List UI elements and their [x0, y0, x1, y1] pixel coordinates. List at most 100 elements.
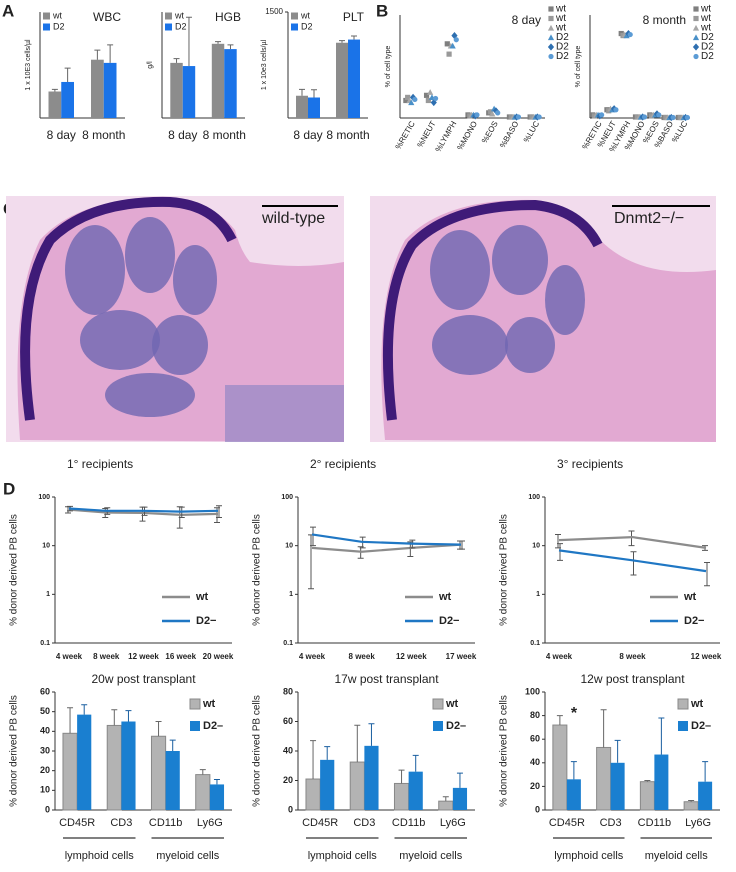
bar [566, 779, 581, 810]
legend-label: wt [555, 4, 566, 15]
marrow [492, 225, 548, 295]
group-label: lymphoid cells [554, 850, 624, 862]
series-line [68, 508, 219, 516]
y-tick-label: 40 [283, 745, 293, 755]
x-tick-label: 8 week [619, 652, 646, 661]
bar [195, 774, 211, 811]
marrow [173, 245, 217, 315]
legend-marker [547, 24, 555, 31]
bar [61, 81, 74, 118]
y-tick-label: 1 [46, 591, 50, 598]
y-axis-label: % donor derived PB cells [499, 695, 510, 807]
error-bar [600, 709, 607, 748]
y-tick-label: 80 [283, 686, 293, 696]
genotype-label: Dnmt2−/− [614, 210, 684, 227]
y-tick-label: 20 [530, 781, 540, 791]
chart-title: PLT [343, 10, 365, 24]
y-axis-label: % of cell type [385, 46, 392, 88]
series-line [311, 543, 462, 553]
y-axis-label: % of cell type [575, 46, 582, 88]
dot [529, 114, 535, 120]
legend-marker [547, 34, 555, 41]
dot [684, 114, 690, 121]
y-tick-label: 100 [525, 686, 540, 696]
chart-title: 8 day [512, 13, 541, 27]
y-tick-label: 10 [40, 785, 50, 795]
legend-swatch [165, 23, 172, 31]
chart-title: 12w post transplant [580, 672, 685, 686]
y-tick-label: 0.1 [283, 640, 293, 647]
x-tick-label: 12 week [396, 652, 427, 661]
dot [634, 114, 640, 120]
legend-label: wt [555, 13, 566, 24]
error-bar [398, 769, 405, 784]
marrow [545, 265, 585, 335]
legend-swatch [678, 721, 688, 731]
x-tick-label: 17 week [446, 652, 477, 661]
error-bar [704, 562, 710, 587]
y-axis-label: % donor derived PB cells [252, 695, 263, 807]
x-tick-label: 20 week [203, 652, 234, 661]
dot [495, 110, 501, 116]
x-tick-label: 8 week [349, 652, 376, 661]
dot [427, 89, 434, 95]
bar [170, 62, 183, 118]
x-tick-label: 12 week [128, 652, 159, 661]
chart-title: 20w post transplant [91, 672, 196, 686]
error-bar [67, 707, 74, 734]
legend-label: D2− [684, 615, 705, 627]
bar [62, 732, 78, 811]
x-tick-label: CD45R [549, 817, 585, 829]
growth-plate [382, 199, 603, 421]
legend-marker [693, 6, 699, 12]
legend-label: wt [683, 591, 697, 603]
legend-label: wt [300, 10, 310, 20]
error-bar [94, 49, 101, 60]
x-tick-label: CD3 [110, 817, 132, 829]
x-tick-label: %NEUT [415, 119, 437, 149]
error-bar [412, 754, 419, 772]
panel-label: D [3, 479, 15, 498]
chart-title: HGB [215, 10, 241, 24]
histology-knockout: Dnmt2−/− [370, 196, 716, 442]
bar [103, 62, 117, 118]
legend-swatch [432, 698, 444, 710]
y-tick-label: 20 [283, 775, 293, 785]
error-bar [658, 717, 665, 755]
dot [444, 41, 450, 47]
series-line [558, 549, 707, 573]
bar [698, 781, 713, 810]
error-bar [107, 44, 114, 63]
bar [308, 97, 320, 118]
legend-marker [548, 6, 554, 12]
y-tick-label: 10 [532, 543, 540, 550]
x-tick-label: 8 week [93, 652, 120, 661]
group-label: lymphoid cells [65, 850, 135, 862]
error-bar [628, 530, 635, 547]
error-bar [299, 88, 305, 96]
bar [320, 759, 335, 810]
y-tick-label: 40 [530, 757, 540, 767]
bar [182, 66, 196, 118]
chart-title: 17w post transplant [334, 672, 439, 686]
x-tick-label: Ly6G [440, 817, 466, 829]
error-bar [216, 505, 222, 518]
legend-swatch [190, 721, 200, 731]
dot [613, 107, 619, 113]
dot [487, 109, 494, 115]
dot [489, 110, 496, 117]
error-bar [324, 746, 331, 760]
error-bar [311, 89, 317, 98]
chart-title: 2° recipients [310, 457, 376, 471]
legend-label: D2− [196, 615, 217, 627]
legend-label: wt [195, 591, 209, 603]
dot [423, 92, 430, 98]
y-tick-label: 0.1 [40, 640, 50, 647]
legend-label: wt [700, 13, 711, 24]
y-tick-label: 20 [40, 765, 50, 775]
legend-label: wt [700, 23, 711, 34]
x-tick-label: %RETIC [394, 119, 417, 151]
legend-label: wt [202, 698, 216, 710]
y-tick-label: 0 [288, 804, 293, 814]
